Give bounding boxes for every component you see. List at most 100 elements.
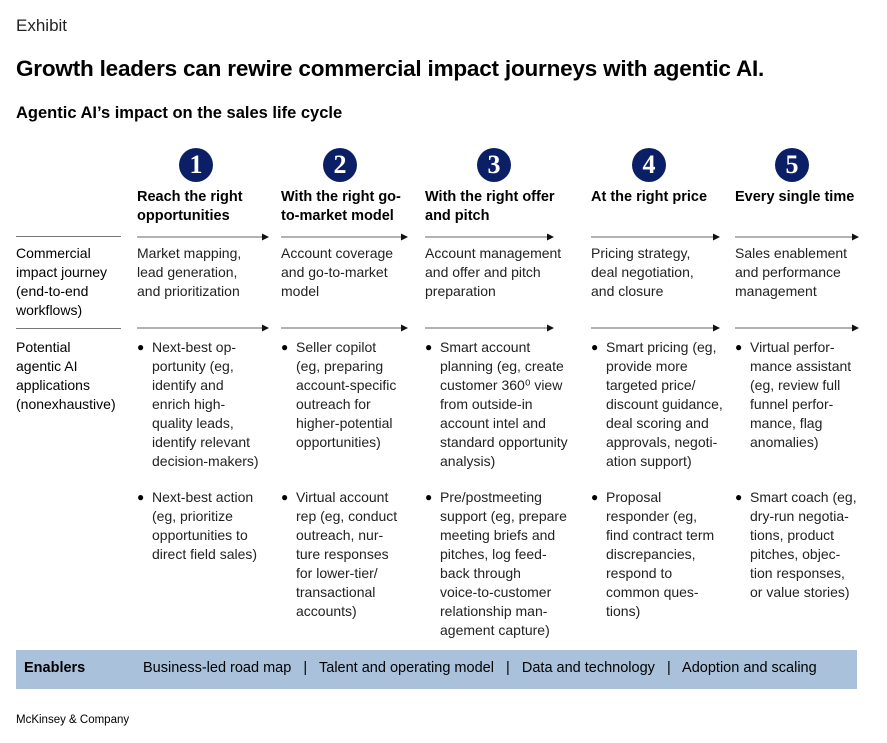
enabler-separator: |: [291, 660, 319, 676]
text-line: Smart coach (eg,: [750, 489, 857, 505]
text-line: and offer and pitch: [425, 264, 541, 280]
text-line: (nonexhaustive): [16, 396, 116, 412]
text-line: Pricing strategy,: [591, 245, 691, 261]
journey-arrow: [591, 233, 720, 241]
application-item: Smart coach (eg, dry-run negotia-tions, p…: [735, 488, 857, 602]
applications-arrow: [137, 324, 269, 332]
text-line: impact journey: [16, 264, 108, 280]
text-line: Commercial: [16, 245, 91, 261]
text-line: Reach the right: [137, 189, 243, 205]
exhibit-label: Exhibit: [16, 16, 68, 35]
text-line: account-specific: [296, 377, 397, 393]
text-line: deal negotiation,: [591, 264, 694, 280]
text-line: transactional: [296, 584, 376, 600]
text-line: approvals, negoti-: [606, 434, 718, 450]
text-line: or value stories): [750, 584, 850, 600]
enablers-items: Business-led road map | Talent and opera…: [143, 660, 817, 676]
text-line: pitches, objec-: [750, 546, 841, 562]
text-line: Smart pricing (eg,: [606, 339, 717, 355]
application-item: Next-best op-portunity (eg, identify and e…: [137, 338, 259, 471]
text-line: opportunities to: [152, 527, 248, 543]
text-line: analysis): [440, 453, 496, 469]
text-line: find contract term: [606, 527, 715, 543]
text-line: support (eg, prepare: [440, 508, 567, 524]
text-line: Pre/postmeeting: [440, 489, 542, 505]
text-line: and pitch: [425, 208, 490, 224]
text-line: from outside-in: [440, 396, 533, 412]
text-line: Proposal: [606, 489, 662, 505]
text-line: management: [735, 283, 817, 299]
text-line: responder (eg,: [606, 508, 698, 524]
journey-cell: Account management and offer and pitch pre…: [425, 244, 561, 301]
application-item: Proposal responder (eg, find contract term…: [591, 488, 714, 621]
step-number-5: 5: [775, 148, 809, 182]
text-line: opportunities: [137, 208, 230, 224]
text-line: Virtual perfor-: [750, 339, 835, 355]
text-line: lead generation,: [137, 264, 238, 280]
applications-arrow: [281, 324, 408, 332]
text-line: to-market model: [281, 208, 394, 224]
text-line: tions, product: [750, 527, 835, 543]
text-line: Account management: [425, 245, 562, 261]
column-heading: Reach the right opportunities: [137, 188, 243, 226]
step-number-4: 4: [632, 148, 666, 182]
row-divider-applications: [16, 328, 121, 329]
column-heading: At the right price: [591, 188, 707, 207]
text-line: (end-to-end: [16, 283, 89, 299]
text-line: applications: [16, 377, 90, 393]
text-line: outreach for: [296, 396, 371, 412]
text-line: Potential: [16, 339, 71, 355]
enabler-item: Data and technology: [521, 660, 655, 676]
text-line: Virtual account: [296, 489, 389, 505]
text-line: funnel perfor-: [750, 396, 834, 412]
text-line: customer 360⁰ view: [440, 377, 563, 393]
journey-arrow: [425, 233, 554, 241]
text-line: dry-run negotia-: [750, 508, 849, 524]
enabler-separator: |: [493, 660, 522, 676]
application-item: Smart account planning (eg, create custome…: [425, 338, 568, 471]
applications-arrow: [735, 324, 859, 332]
text-line: quality leads,: [152, 415, 234, 431]
text-line: tion responses,: [750, 565, 845, 581]
text-line: pitches, log feed-: [440, 546, 547, 562]
text-line: ture responses: [296, 546, 389, 562]
text-line: provide more: [606, 358, 688, 374]
text-line: workflows): [16, 302, 83, 318]
enabler-item: Adoption and scaling: [682, 660, 817, 676]
footer-source: McKinsey & Company: [16, 714, 130, 726]
text-line: agement capture): [440, 622, 550, 638]
text-line: opportunities): [296, 434, 381, 450]
text-line: discrepancies,: [606, 546, 696, 562]
enablers-label: Enablers: [24, 660, 86, 676]
text-line: tions): [606, 603, 641, 619]
enabler-item: Talent and operating model: [319, 660, 494, 676]
application-item: Smart pricing (eg, provide more targeted p…: [591, 338, 723, 471]
text-line: mance, flag: [750, 415, 823, 431]
text-line: Account coverage: [281, 245, 394, 261]
applications-arrow: [425, 324, 554, 332]
text-line: At the right price: [591, 189, 708, 205]
journey-arrow: [735, 233, 859, 241]
column-heading: Every single time: [735, 188, 854, 207]
application-item: Seller copilot (eg, preparing account-spec…: [281, 338, 396, 452]
column-heading: With the right offer and pitch: [425, 188, 555, 226]
text-line: and closure: [591, 283, 664, 299]
text-line: account intel and: [440, 415, 546, 431]
text-line: direct field sales): [152, 546, 258, 562]
text-line: accounts): [296, 603, 357, 619]
text-line: for lower-tier/: [296, 565, 378, 581]
step-number-1: 1: [179, 148, 213, 182]
enablers-bar: [16, 650, 857, 689]
text-line: Market mapping,: [137, 245, 242, 261]
exhibit-subtitle: Agentic AI’s impact on the sales life cy…: [16, 104, 343, 122]
text-line: and performance: [735, 264, 841, 280]
text-line: Next-best op-: [152, 339, 237, 355]
text-line: outreach, nur-: [296, 527, 384, 543]
text-line: (eg, prioritize: [152, 508, 233, 524]
text-line: decision-makers): [152, 453, 259, 469]
applications-arrow: [591, 324, 720, 332]
text-line: preparation: [425, 283, 496, 299]
text-line: standard opportunity: [440, 434, 568, 450]
text-line: agentic AI: [16, 358, 78, 374]
application-item: Pre/postmeeting support (eg, prepare meeti…: [425, 488, 567, 640]
